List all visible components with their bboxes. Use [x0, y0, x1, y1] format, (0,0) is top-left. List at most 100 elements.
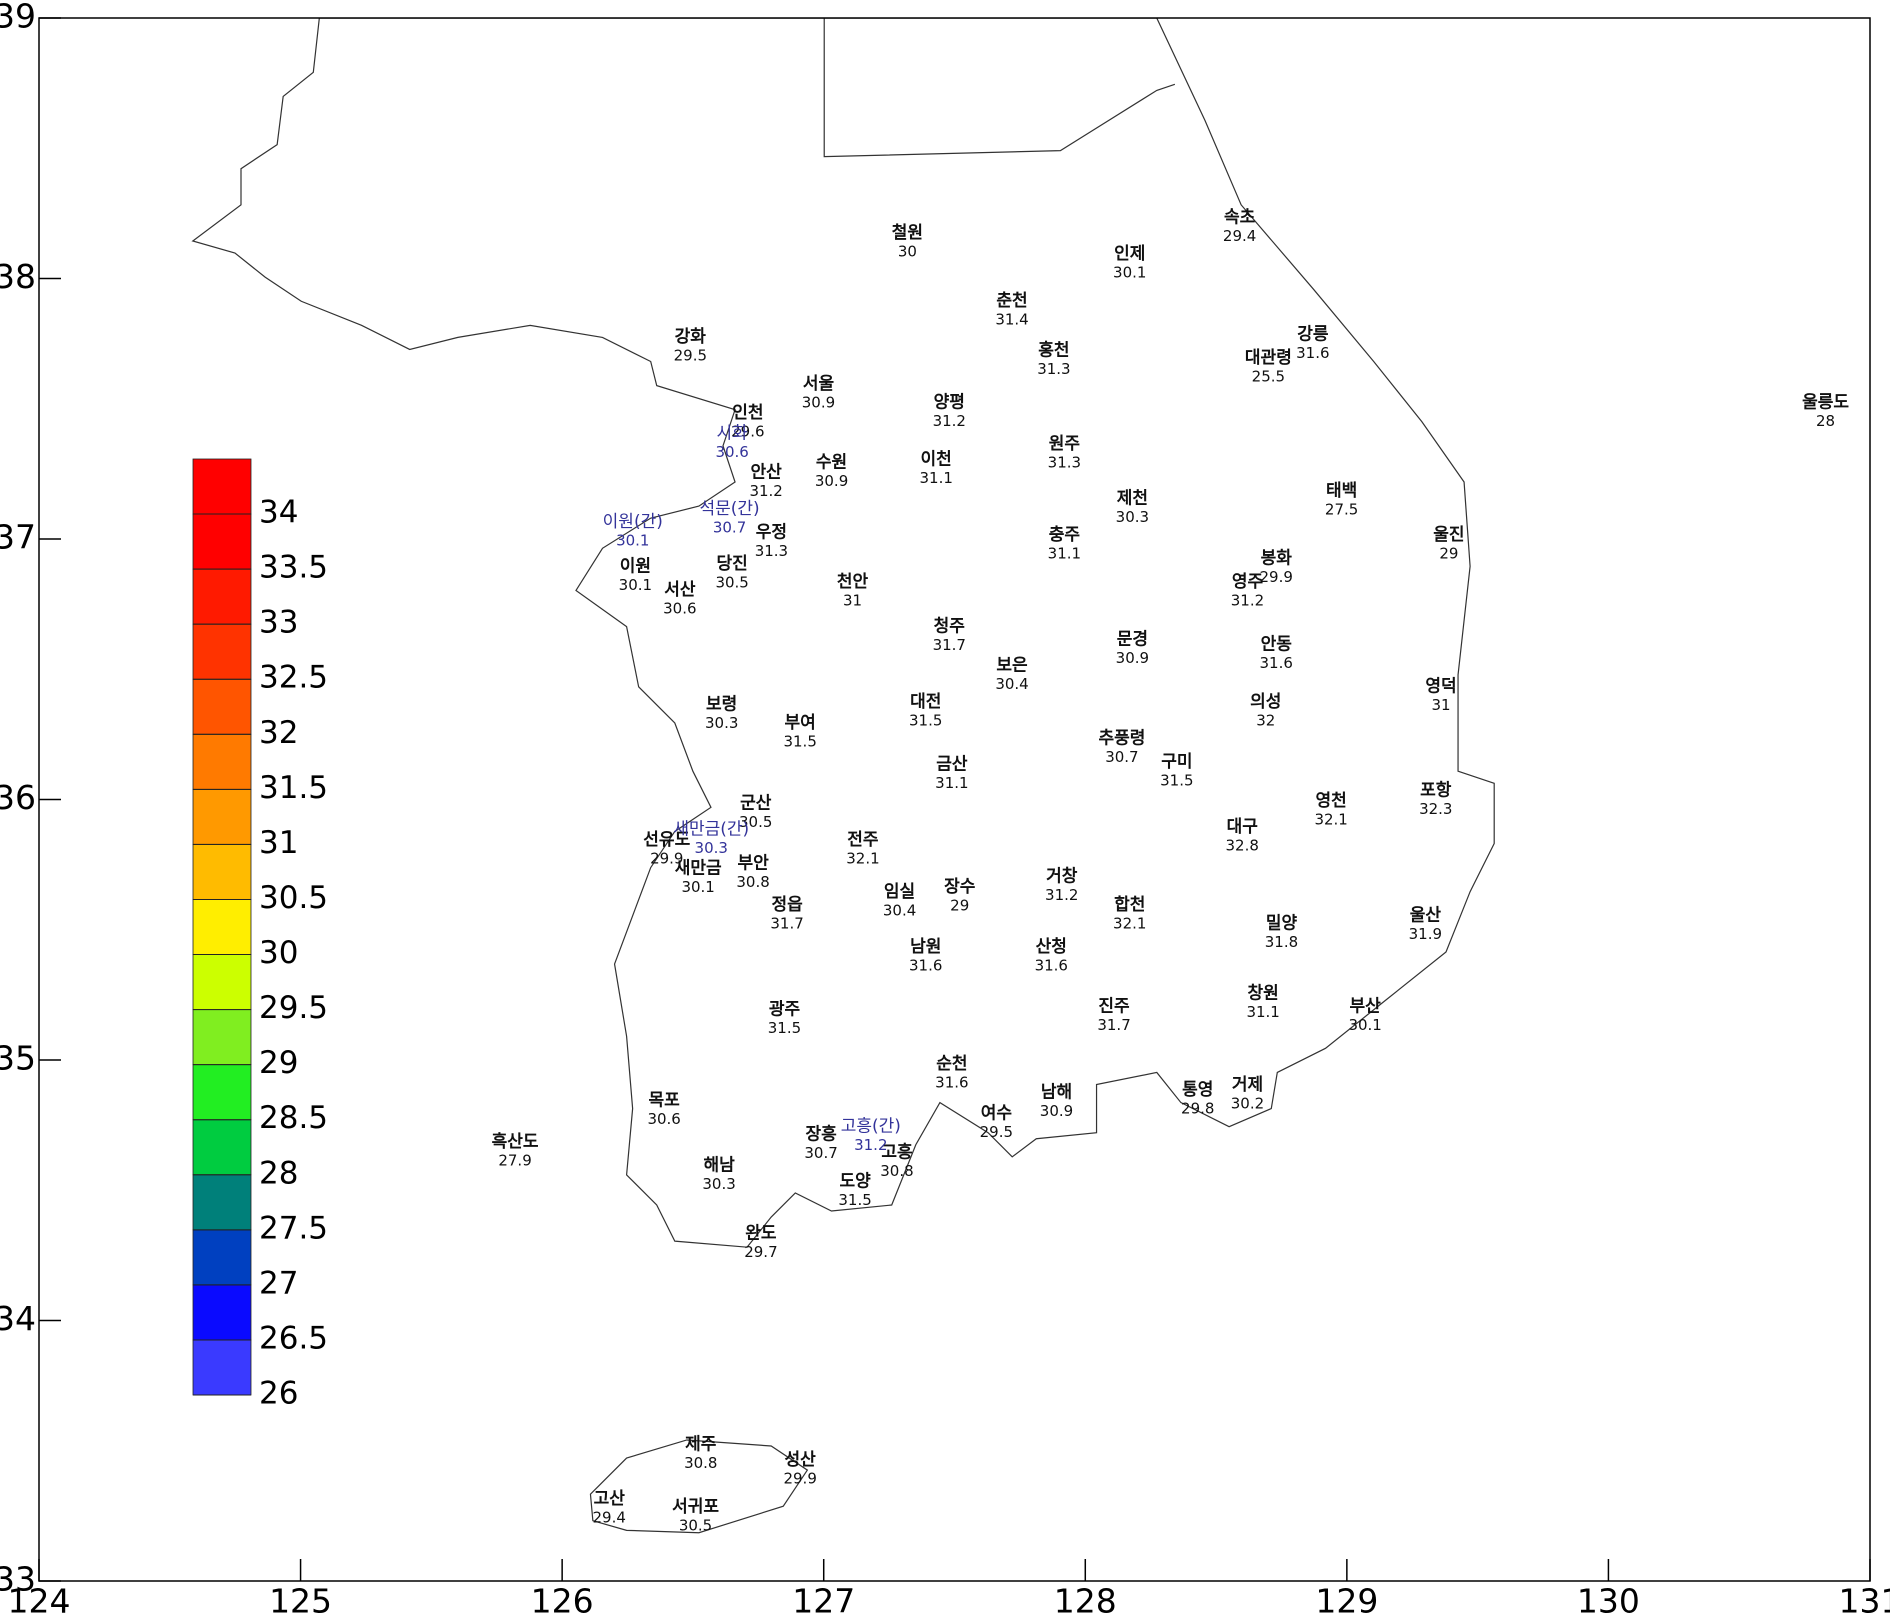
field-cell [1479, 354, 1492, 367]
field-cell [579, 246, 592, 259]
field-cell [171, 330, 184, 343]
field-cell [39, 42, 52, 55]
field-cell [579, 114, 592, 127]
field-cell [459, 366, 472, 379]
field-cell [363, 126, 376, 139]
field-cell [1851, 198, 1864, 211]
field-cell [1299, 210, 1312, 223]
field-cell [1011, 210, 1024, 223]
field-cell [1719, 114, 1732, 127]
field-cell [651, 18, 664, 31]
field-cell [1539, 102, 1552, 115]
field-cell [447, 258, 460, 271]
field-cell [927, 198, 940, 211]
field-cell [483, 258, 496, 271]
field-cell [1515, 114, 1528, 127]
field-cell [1335, 378, 1348, 391]
field-cell [543, 366, 556, 379]
field-cell [87, 42, 100, 55]
field-cell [1371, 342, 1384, 355]
field-cell [531, 282, 544, 295]
field-cell [1095, 66, 1108, 79]
field-cell [1167, 138, 1180, 151]
field-cell [147, 390, 160, 403]
field-cell [1671, 66, 1684, 79]
field-cell [327, 342, 340, 355]
field-cell [855, 390, 868, 403]
field-cell [771, 90, 784, 103]
field-cell [1731, 186, 1744, 199]
field-cell [1575, 390, 1588, 403]
field-cell [675, 78, 688, 91]
field-cell [711, 210, 724, 223]
field-cell [327, 294, 340, 307]
field-cell [771, 318, 784, 331]
field-cell [1359, 366, 1372, 379]
field-cell [1791, 222, 1804, 235]
field-cell [1515, 162, 1528, 175]
field-cell [1803, 90, 1816, 103]
field-cell [1335, 366, 1348, 379]
field-cell [1623, 366, 1636, 379]
field-cell [447, 78, 460, 91]
field-cell [1227, 126, 1240, 139]
field-cell [1551, 102, 1564, 115]
field-cell [459, 378, 472, 391]
field-cell [267, 342, 280, 355]
field-cell [1563, 198, 1576, 211]
field-cell [171, 246, 184, 259]
field-cell [783, 282, 796, 295]
field-cell [687, 174, 700, 187]
field-cell [735, 222, 748, 235]
field-cell [519, 114, 532, 127]
field-cell [51, 282, 64, 295]
field-cell [603, 366, 616, 379]
field-cell [1335, 174, 1348, 187]
field-cell [1143, 114, 1156, 127]
field-cell [471, 402, 484, 415]
field-cell [915, 402, 928, 415]
field-cell [123, 270, 136, 283]
field-cell [939, 198, 952, 211]
field-cell [1299, 258, 1312, 271]
field-cell [315, 162, 328, 175]
field-cell [243, 66, 256, 79]
field-cell [135, 330, 148, 343]
field-cell [675, 270, 688, 283]
field-cell [1455, 174, 1468, 187]
field-cell [495, 138, 508, 151]
field-cell [87, 186, 100, 199]
field-cell [1227, 138, 1240, 151]
field-cell [1275, 318, 1288, 331]
field-cell [1443, 282, 1456, 295]
field-cell [783, 126, 796, 139]
field-cell [1059, 18, 1072, 31]
field-cell [639, 102, 652, 115]
field-cell [843, 198, 856, 211]
field-cell [1143, 366, 1156, 379]
field-cell [879, 90, 892, 103]
field-cell [1287, 66, 1300, 79]
field-cell [711, 282, 724, 295]
field-cell [1335, 234, 1348, 247]
field-cell [1599, 102, 1612, 115]
field-cell [495, 366, 508, 379]
field-cell [1779, 30, 1792, 43]
field-cell [855, 402, 868, 415]
field-cell [327, 18, 340, 31]
field-cell [291, 378, 304, 391]
field-cell [183, 402, 196, 415]
field-cell [1095, 210, 1108, 223]
field-cell [423, 162, 436, 175]
field-cell [87, 294, 100, 307]
field-cell [951, 114, 964, 127]
field-cell [1683, 42, 1696, 55]
field-cell [963, 186, 976, 199]
field-cell [831, 30, 844, 43]
field-cell [1287, 222, 1300, 235]
field-cell [543, 306, 556, 319]
field-cell [147, 150, 160, 163]
field-cell [1215, 150, 1228, 163]
field-cell [891, 390, 904, 403]
field-cell [1359, 18, 1372, 31]
